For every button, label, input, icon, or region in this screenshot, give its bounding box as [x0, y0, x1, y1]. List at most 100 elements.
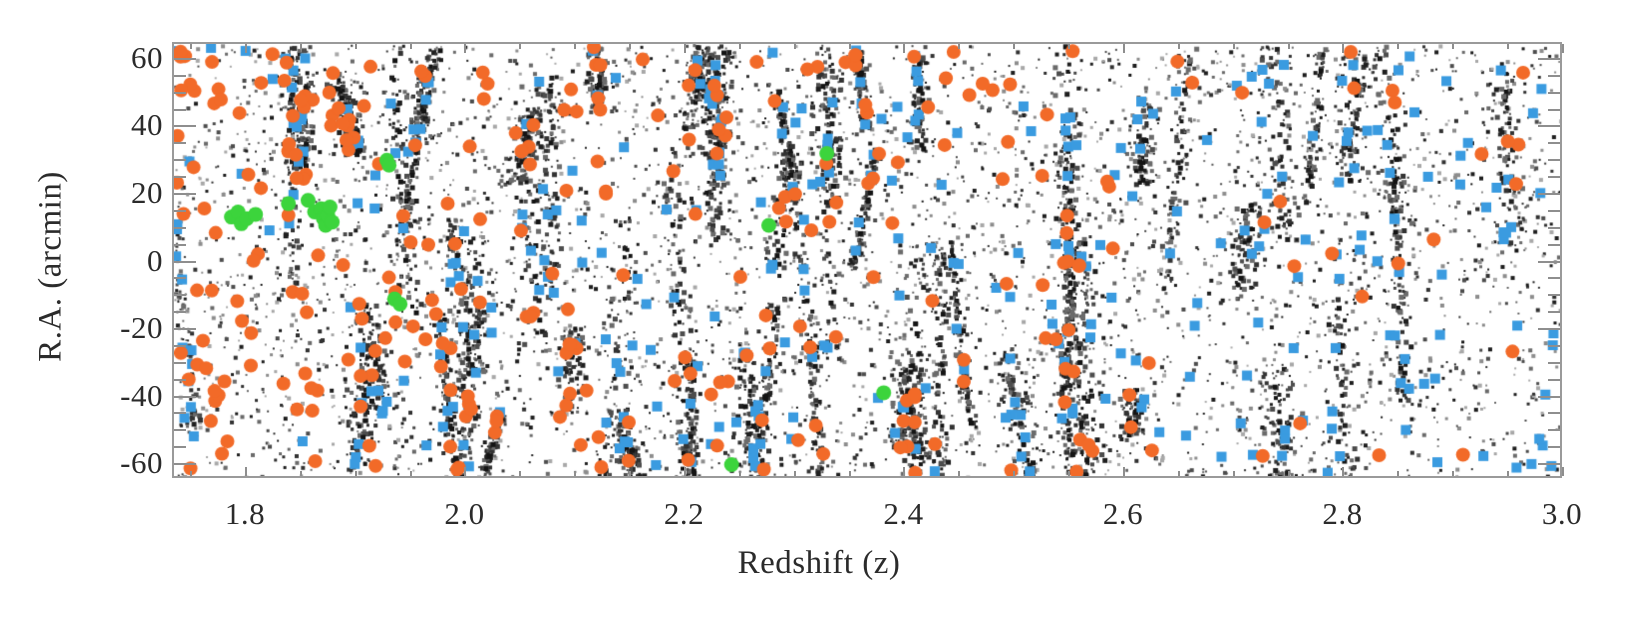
y-tick-right-minor: [1548, 294, 1560, 297]
x-tick-top-minor: [190, 44, 193, 49]
y-tick-right-minor: [1548, 226, 1560, 229]
x-tick-major: [464, 467, 467, 476]
x-tick-minor: [299, 471, 302, 476]
x-tick-top-minor: [1287, 44, 1290, 49]
y-tick-major: [174, 328, 196, 331]
x-tick-major: [683, 467, 686, 476]
x-tick-top-minor: [1177, 44, 1180, 49]
x-tick-minor: [1287, 471, 1290, 476]
x-tick-top-major: [1122, 44, 1125, 53]
y-tick-minor: [174, 277, 186, 280]
y-tick-right-minor: [1548, 429, 1560, 432]
x-tick-minor: [190, 471, 193, 476]
x-tick-top-major: [1562, 44, 1564, 53]
y-tick-label: -20: [120, 310, 163, 346]
y-tick-major: [174, 192, 196, 195]
x-tick-top-minor: [1452, 44, 1455, 49]
scatter-plot-canvas: [174, 44, 1560, 476]
x-tick-minor: [409, 471, 412, 476]
y-tick-label: 0: [147, 242, 163, 278]
y-tick-label: 20: [131, 174, 163, 210]
y-tick-major: [174, 463, 196, 466]
x-tick-label: 2.4: [883, 496, 924, 531]
x-tick-top-minor: [793, 44, 796, 49]
x-tick-major: [1122, 467, 1125, 476]
x-tick-top-major: [1342, 44, 1345, 53]
y-tick-right-minor: [1548, 209, 1560, 212]
x-tick-major: [903, 467, 906, 476]
x-tick-top-major: [903, 44, 906, 53]
x-tick-top-minor: [409, 44, 412, 49]
x-tick-label: 2.8: [1322, 496, 1363, 531]
y-tick-minor: [174, 429, 186, 432]
x-tick-minor: [793, 471, 796, 476]
x-tick-top-minor: [574, 44, 577, 49]
y-tick-minor: [174, 412, 186, 415]
y-tick-minor: [174, 142, 186, 145]
y-tick-minor: [174, 91, 186, 94]
y-tick-right-minor: [1548, 412, 1560, 415]
y-axis-tick-labels: 60 40 20 0 -20 -40 -60: [55, 0, 163, 642]
y-tick-right-minor: [1548, 446, 1560, 449]
x-tick-label: 2.2: [663, 496, 705, 531]
x-tick-top-minor: [299, 44, 302, 49]
x-tick-top-minor: [958, 44, 961, 49]
x-tick-top-minor: [1507, 44, 1510, 49]
x-tick-minor: [848, 471, 851, 476]
y-tick-right-minor: [1548, 176, 1560, 179]
y-tick-minor: [174, 209, 186, 212]
x-tick-top-minor: [629, 44, 632, 49]
y-tick-minor: [174, 361, 186, 364]
x-tick-label: 2.6: [1102, 496, 1144, 531]
y-tick-right-major: [1538, 328, 1560, 331]
y-tick-minor: [174, 176, 186, 179]
y-tick-label: -60: [120, 445, 163, 481]
x-tick-minor: [574, 471, 577, 476]
y-tick-right-minor: [1548, 311, 1560, 314]
x-tick-minor: [1232, 471, 1235, 476]
x-tick-minor: [958, 471, 961, 476]
x-tick-top-minor: [1397, 44, 1400, 49]
plot-area: [172, 42, 1562, 478]
x-tick-minor: [1068, 471, 1071, 476]
x-tick-top-minor: [519, 44, 522, 49]
x-tick-major: [1562, 467, 1564, 476]
y-tick-major: [174, 125, 196, 128]
y-tick-right-minor: [1548, 74, 1560, 77]
y-tick-major: [174, 260, 196, 263]
y-tick-right-major: [1538, 125, 1560, 128]
y-tick-minor: [174, 294, 186, 297]
x-tick-minor: [354, 471, 357, 476]
x-tick-minor: [738, 471, 741, 476]
x-tick-top-minor: [1232, 44, 1235, 49]
x-tick-minor: [629, 471, 632, 476]
y-tick-right-minor: [1548, 344, 1560, 347]
y-tick-right-major: [1538, 463, 1560, 466]
y-tick-right-minor: [1548, 142, 1560, 145]
y-tick-label: 60: [131, 39, 163, 75]
x-tick-top-minor: [1068, 44, 1071, 49]
y-tick-right-minor: [1548, 243, 1560, 246]
y-tick-right-major: [1538, 57, 1560, 60]
y-tick-right-minor: [1548, 159, 1560, 162]
x-tick-label: 1.8: [224, 496, 266, 531]
y-tick-major: [174, 57, 196, 60]
y-tick-minor: [174, 74, 186, 77]
y-tick-right-minor: [1548, 108, 1560, 111]
x-tick-label: 3.0: [1541, 496, 1583, 531]
y-axis-title: R.A. (arcmin): [32, 171, 69, 362]
x-axis-tick-labels: 1.8 2.0 2.2 2.4 2.6 2.8 3.0: [0, 498, 1638, 538]
y-tick-minor: [174, 344, 186, 347]
x-tick-minor: [1397, 471, 1400, 476]
y-tick-label: 40: [131, 107, 163, 143]
y-tick-minor: [174, 446, 186, 449]
x-tick-top-minor: [354, 44, 357, 49]
y-tick-right-minor: [1548, 361, 1560, 364]
y-tick-minor: [174, 159, 186, 162]
x-tick-top-minor: [1013, 44, 1016, 49]
x-tick-top-minor: [848, 44, 851, 49]
x-tick-minor: [1452, 471, 1455, 476]
y-tick-minor: [174, 108, 186, 111]
y-tick-right-minor: [1548, 277, 1560, 280]
